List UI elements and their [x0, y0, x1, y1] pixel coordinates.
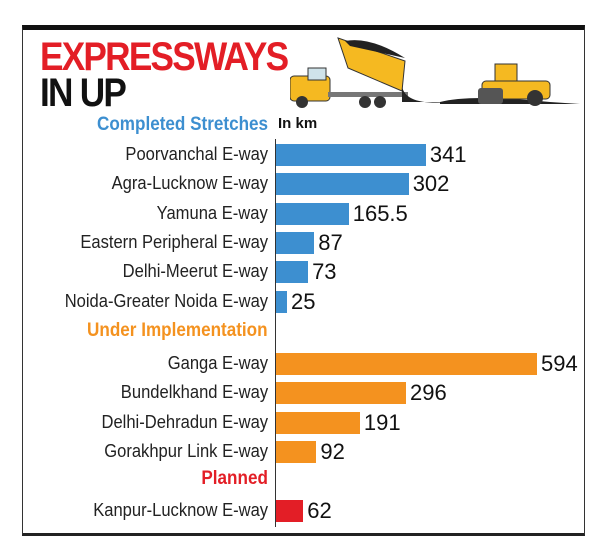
- section-heading: Planned: [201, 468, 268, 489]
- value-label: 341: [429, 142, 467, 167]
- value-label: 594: [541, 351, 578, 376]
- value-label: 165.5: [352, 200, 408, 226]
- category-label: Delhi-Meerut E-way: [122, 261, 268, 282]
- category-label: Bundelkhand E-way: [120, 382, 268, 403]
- title-line-2: IN UP: [40, 71, 127, 115]
- value-label: 296: [410, 380, 447, 406]
- axis-line: [275, 139, 276, 527]
- value-label: 87: [318, 229, 343, 255]
- value-label: 25: [290, 288, 316, 314]
- construction-illustration: [290, 37, 580, 108]
- chart-frame: [22, 25, 585, 536]
- value-label: 302: [412, 171, 450, 197]
- unit-label: In km: [278, 115, 318, 132]
- category-label: Gorakhpur Link E-way: [104, 440, 268, 461]
- section-heading: Under Implementation: [87, 320, 268, 341]
- bar: [276, 411, 360, 434]
- category-label: Ganga E-way: [167, 353, 268, 373]
- value-label: 92: [320, 438, 345, 464]
- value-label: 191: [363, 409, 401, 435]
- section-heading: Completed Stretches: [96, 114, 268, 135]
- category-label: Poorvanchal E-way: [125, 144, 268, 164]
- bar: [276, 353, 537, 375]
- road-roller-icon: [440, 63, 580, 106]
- bar: [276, 440, 317, 463]
- dump-truck-icon: [290, 37, 450, 108]
- value-label: 62: [307, 498, 332, 523]
- bar: [276, 144, 426, 166]
- bar: [276, 382, 407, 405]
- category-label: Noida-Greater Noida E-way: [64, 290, 268, 311]
- category-label: Kanpur-Lucknow E-way: [93, 500, 268, 520]
- bar: [276, 231, 315, 254]
- bar: [276, 500, 304, 522]
- bar: [276, 202, 349, 225]
- bar: [276, 261, 309, 284]
- category-label: Delhi-Dehradun E-way: [101, 411, 268, 432]
- category-label: Agra-Lucknow E-way: [111, 173, 268, 194]
- category-label: Yamuna E-way: [156, 202, 268, 223]
- bar: [276, 290, 287, 313]
- bar: [276, 173, 409, 196]
- value-label: 73: [312, 259, 337, 285]
- category-label: Eastern Peripheral E-way: [80, 231, 268, 252]
- title-line-1: EXPRESSWAYS: [40, 35, 289, 79]
